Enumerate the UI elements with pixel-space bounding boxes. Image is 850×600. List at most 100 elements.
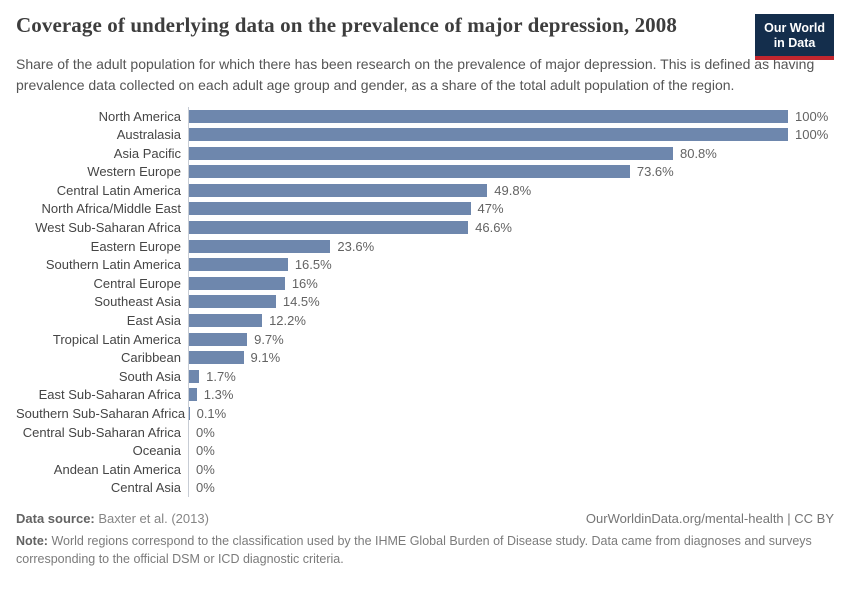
footnote: Note: World regions correspond to the cl… [16, 532, 834, 568]
data-source: Data source: Baxter et al. (2013) [16, 511, 209, 526]
value-label: 16% [291, 275, 318, 291]
bar[interactable] [189, 202, 471, 216]
bar[interactable] [189, 369, 200, 383]
owid-logo-line1: Our World [764, 21, 825, 35]
bar-track: 14.5% [188, 292, 788, 312]
bar-track: 0% [188, 422, 788, 442]
category-label: East Sub-Saharan Africa [38, 387, 181, 403]
category-label: Central Latin America [56, 182, 181, 198]
bar[interactable] [189, 239, 331, 253]
value-label: 0% [196, 461, 215, 477]
bar[interactable] [189, 165, 630, 179]
category-label: Western Europe [87, 164, 181, 180]
chart-row: Southern Latin America 16.5% [16, 255, 834, 275]
chart-row: Central Latin America 49.8% [16, 181, 834, 200]
footnote-label: Note: [16, 534, 48, 549]
category-label: Tropical Latin America [52, 331, 181, 347]
bar[interactable] [189, 221, 469, 235]
bar-track: 1.7% [188, 367, 788, 386]
chart-row: Eastern Europe 23.6% [16, 236, 834, 256]
bar-track: 0% [188, 478, 788, 498]
category-label: West Sub-Saharan Africa [35, 220, 181, 236]
bar[interactable] [189, 146, 673, 160]
value-label: 49.8% [494, 182, 532, 198]
chart-title: Coverage of underlying data on the preva… [16, 13, 677, 37]
bar-track: 80.8% [188, 143, 788, 163]
attribution-link[interactable]: OurWorldinData.org/mental-health | CC BY [585, 511, 834, 527]
chart-subtitle: Share of the adult population for which … [16, 55, 815, 93]
bar-track: 0% [188, 441, 788, 460]
value-label: 100% [795, 127, 829, 143]
header: Coverage of underlying data on the preva… [16, 12, 834, 60]
value-label: 12.2% [269, 313, 306, 329]
bar-track: 47% [188, 199, 788, 219]
category-label: South Asia [118, 368, 181, 384]
value-label: 1.3% [203, 387, 234, 403]
footnote-text: World regions correspond to the classifi… [16, 534, 812, 567]
bar-track: 23.6% [188, 236, 788, 256]
chart-row: Tropical Latin America 9.7% [16, 329, 834, 349]
chart-row: Central Europe 16% [16, 274, 834, 293]
category-label: Southeast Asia [94, 294, 181, 310]
source-row: Data source: Baxter et al. (2013) OurWor… [16, 511, 834, 526]
value-label: 100% [795, 108, 829, 124]
owid-chart-export: Coverage of underlying data on the preva… [16, 12, 834, 568]
bar[interactable] [189, 388, 197, 402]
bar[interactable] [189, 109, 788, 123]
bar-track: 0.1% [188, 404, 788, 423]
bar[interactable] [189, 183, 488, 197]
bar-track: 12.2% [188, 311, 788, 330]
category-label: Oceania [132, 443, 181, 459]
footer: Data source: Baxter et al. (2013) OurWor… [16, 511, 834, 568]
value-label: 0.1% [196, 406, 227, 422]
category-label: Andean Latin America [53, 461, 181, 477]
bar-track: 49.8% [188, 181, 788, 200]
bar-track: 73.6% [188, 162, 788, 182]
bar-track: 46.6% [188, 218, 788, 237]
value-label: 23.6% [337, 238, 375, 254]
bar-track: 100% [188, 106, 828, 126]
bar-chart: North America 100% Australasia 100% Asia Pac… [16, 106, 834, 498]
bar[interactable] [189, 332, 248, 346]
bar[interactable] [189, 351, 244, 365]
chart-row: Andean Latin America 0% [16, 460, 834, 479]
chart-row: Central Asia 0% [16, 478, 834, 498]
bar-track: 9.1% [188, 348, 788, 368]
bar[interactable] [189, 276, 285, 290]
bar-track: 16.5% [188, 255, 788, 275]
bar-track: 9.7% [188, 329, 788, 349]
value-label: 9.7% [254, 331, 284, 347]
bar[interactable] [189, 295, 276, 309]
chart-row: Caribbean 9.1% [16, 348, 834, 368]
category-label: Asia Pacific [113, 145, 181, 161]
bar-track: 16% [188, 274, 788, 293]
category-label: North America [98, 108, 181, 124]
bar[interactable] [189, 258, 288, 272]
bar-track: 100% [188, 125, 828, 144]
bar[interactable] [189, 128, 788, 142]
category-label: Caribbean [121, 350, 181, 366]
value-label: 80.8% [679, 145, 717, 161]
chart-row: Oceania 0% [16, 441, 834, 460]
value-label: 0% [196, 443, 215, 459]
owid-logo-line2: in Data [773, 35, 816, 50]
category-label: Southern Sub-Saharan Africa [16, 406, 186, 422]
category-label: Southern Latin America [45, 257, 181, 273]
chart-row: East Asia 12.2% [16, 311, 834, 330]
category-label: Eastern Europe [90, 238, 181, 254]
category-label: East Asia [126, 313, 181, 329]
chart-row: East Sub-Saharan Africa 1.3% [16, 385, 834, 405]
value-label: 0% [196, 480, 215, 496]
category-label: Central Europe [93, 275, 181, 291]
chart-row: Australasia 100% [16, 125, 834, 144]
category-label: Central Sub-Saharan Africa [22, 424, 181, 440]
chart-row: Western Europe 73.6% [16, 162, 834, 182]
data-source-label: Data source: [16, 511, 95, 527]
value-label: 47% [477, 201, 504, 217]
data-source-value: Baxter et al. (2013) [98, 511, 209, 527]
bar[interactable] [189, 314, 263, 328]
chart-row: North America 100% [16, 106, 834, 126]
bar-track: 0% [188, 460, 788, 479]
bar[interactable] [189, 407, 190, 421]
chart-row: North Africa/Middle East 47% [16, 199, 834, 219]
